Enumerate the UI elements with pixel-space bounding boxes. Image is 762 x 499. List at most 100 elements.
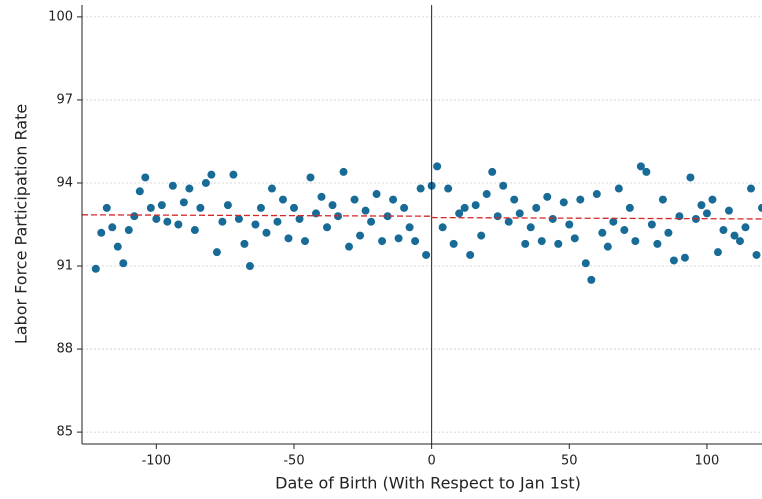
point	[262, 228, 271, 237]
point	[91, 264, 100, 273]
point	[113, 242, 122, 251]
point	[669, 256, 678, 265]
point	[548, 214, 557, 223]
point	[587, 275, 596, 284]
point	[554, 239, 563, 248]
point	[229, 170, 238, 179]
point	[455, 209, 464, 218]
point	[372, 190, 381, 199]
y-tick-label: 94	[56, 175, 73, 190]
point	[724, 206, 733, 215]
point	[267, 184, 276, 193]
point	[323, 223, 332, 232]
point	[361, 206, 370, 215]
point	[350, 195, 359, 204]
point	[190, 226, 199, 235]
point	[543, 192, 552, 201]
x-tick-label: 100	[695, 454, 720, 469]
point	[108, 223, 117, 232]
fit-line	[82, 214, 432, 217]
point	[758, 203, 762, 212]
point	[746, 184, 755, 193]
fit-line	[431, 216, 762, 220]
point	[141, 173, 150, 182]
point	[102, 203, 111, 212]
point	[603, 242, 612, 251]
point	[559, 198, 568, 207]
point	[240, 239, 249, 248]
point	[130, 212, 139, 221]
point	[212, 248, 221, 257]
point	[444, 184, 453, 193]
point	[697, 201, 706, 210]
point	[570, 234, 579, 243]
y-tick-label: 88	[56, 342, 73, 357]
y-tick-label: 100	[48, 9, 73, 24]
point	[647, 220, 656, 229]
point	[482, 190, 491, 199]
y-tick-label: 91	[56, 259, 73, 274]
point	[680, 253, 689, 262]
point	[576, 195, 585, 204]
point	[339, 167, 348, 176]
y-tick-label: 85	[56, 425, 73, 440]
x-tick-label: 50	[561, 454, 578, 469]
point	[653, 239, 662, 248]
point	[295, 214, 304, 223]
point	[488, 167, 497, 176]
point	[405, 223, 414, 232]
point	[256, 203, 265, 212]
point	[196, 203, 205, 212]
point	[658, 195, 667, 204]
point	[466, 250, 475, 259]
point	[438, 223, 447, 232]
x-tick-label: 0	[427, 454, 435, 469]
point	[515, 209, 524, 218]
point	[273, 217, 282, 226]
point	[411, 237, 420, 246]
point	[620, 226, 629, 235]
point	[614, 184, 623, 193]
point	[383, 212, 392, 221]
point	[394, 234, 403, 243]
grid	[82, 16, 762, 433]
point	[631, 237, 640, 246]
point	[504, 217, 513, 226]
point	[289, 203, 298, 212]
point	[537, 237, 546, 246]
point	[278, 195, 287, 204]
point	[97, 228, 106, 237]
point	[356, 231, 365, 240]
point	[433, 162, 442, 171]
point	[460, 203, 469, 212]
point	[152, 214, 161, 223]
point	[306, 173, 315, 182]
point	[493, 212, 502, 221]
point	[124, 226, 133, 235]
point	[713, 248, 722, 257]
point	[218, 217, 227, 226]
point	[185, 184, 194, 193]
point	[708, 195, 717, 204]
point	[157, 201, 166, 210]
point	[521, 239, 530, 248]
point	[471, 201, 480, 210]
y-axis-title: Labor Force Participation Rate	[12, 104, 31, 344]
point	[416, 184, 425, 193]
point	[642, 167, 651, 176]
point	[532, 203, 541, 212]
point	[135, 187, 144, 196]
point	[752, 250, 761, 259]
x-tick-label: -100	[142, 454, 172, 469]
point	[449, 239, 458, 248]
point	[625, 203, 634, 212]
point	[168, 181, 177, 190]
point	[609, 217, 618, 226]
point	[389, 195, 398, 204]
point	[345, 242, 354, 251]
point	[378, 237, 387, 246]
point	[499, 181, 508, 190]
point	[664, 228, 673, 237]
point	[400, 203, 409, 212]
